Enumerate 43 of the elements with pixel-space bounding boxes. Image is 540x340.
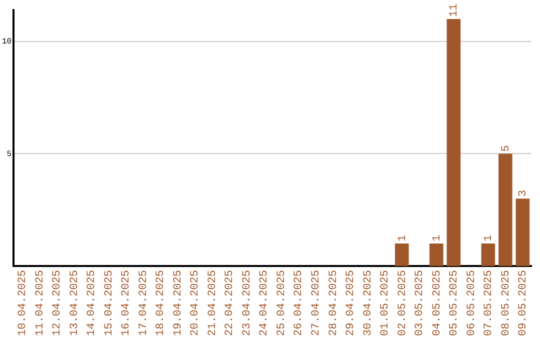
x-tick-label: 24.04.2025 — [258, 270, 271, 336]
bar — [516, 198, 530, 266]
x-tick-label: 03.05.2025 — [414, 270, 426, 336]
x-tick-label: 09.05.2025 — [518, 270, 530, 336]
x-tick-label: 29.04.2025 — [345, 270, 358, 336]
bar — [498, 154, 512, 266]
x-tick-label: 06.05.2025 — [466, 270, 478, 336]
bar — [394, 244, 409, 266]
x-tick-label: 22.04.2025 — [224, 270, 236, 336]
x-tick-label: 02.05.2025 — [396, 270, 409, 336]
y-tick-label: 10 — [2, 38, 12, 47]
x-tick-label: 27.04.2025 — [310, 270, 322, 336]
x-tick-label: 15.04.2025 — [103, 270, 116, 336]
data-label: 1 — [431, 234, 444, 242]
x-tick-label: 10.04.2025 — [17, 270, 30, 336]
x-tick-label: 23.04.2025 — [241, 270, 254, 336]
x-tick-label: 08.05.2025 — [500, 270, 512, 336]
x-tick-label: 20.04.2025 — [190, 270, 202, 336]
x-tick-label: 16.04.2025 — [120, 270, 133, 336]
x-tick-label: 19.04.2025 — [172, 270, 184, 336]
x-tick-label: 18.04.2025 — [155, 270, 168, 336]
x-tick-label: 17.04.2025 — [138, 270, 150, 336]
data-label: 5 — [500, 145, 512, 152]
x-tick-label: 05.05.2025 — [448, 270, 461, 336]
data-label: 11 — [448, 3, 461, 17]
data-label: 1 — [396, 234, 409, 242]
data-label: 1 — [483, 234, 496, 242]
x-tick-label: 28.04.2025 — [328, 270, 340, 336]
x-tick-label: 14.04.2025 — [86, 270, 98, 336]
x-tick-label: 07.05.2025 — [483, 270, 496, 336]
x-tick-label: 26.04.2025 — [293, 270, 306, 336]
x-tick-label: 12.04.2025 — [52, 270, 64, 336]
x-tick-label: 30.04.2025 — [362, 270, 374, 336]
x-tick-label: 21.04.2025 — [206, 270, 219, 336]
bar — [429, 244, 444, 266]
x-tick-label: 25.04.2025 — [276, 270, 288, 336]
x-tick-label: 13.04.2025 — [68, 270, 81, 336]
x-tick-label: 11.04.2025 — [34, 270, 46, 336]
x-tick-label: 04.05.2025 — [431, 270, 444, 336]
bar — [446, 18, 461, 266]
data-label: 3 — [518, 190, 530, 197]
x-tick-label: 01.05.2025 — [380, 270, 392, 336]
bar — [481, 244, 496, 266]
